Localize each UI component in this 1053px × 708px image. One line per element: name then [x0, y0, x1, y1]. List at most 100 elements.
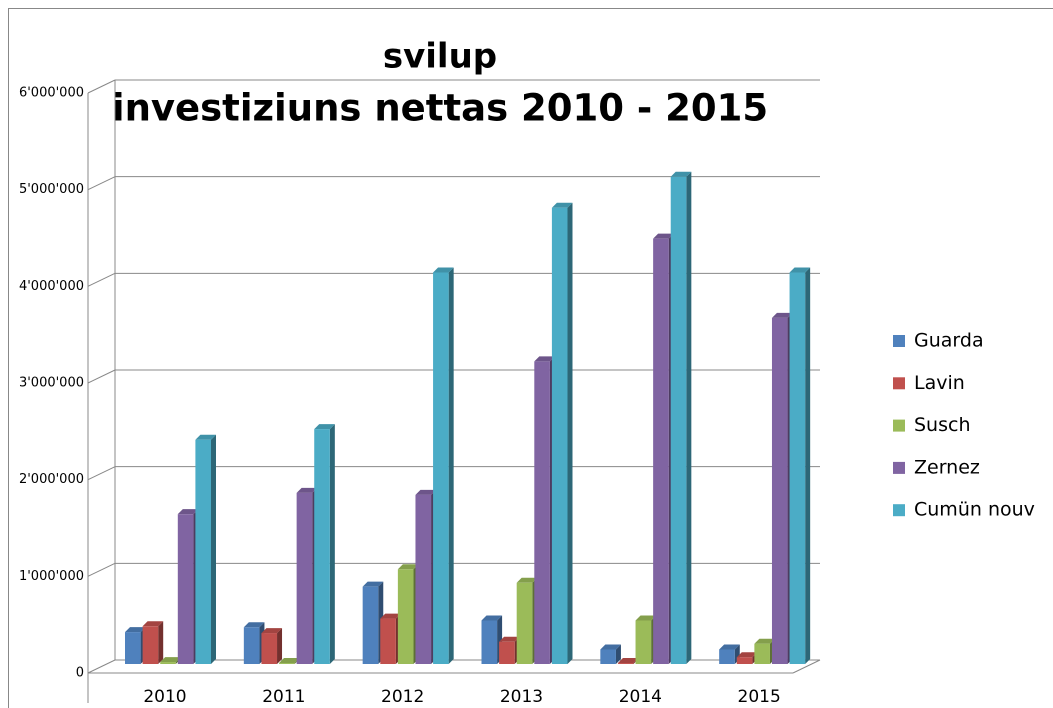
bar-front [380, 618, 396, 664]
bar-top [296, 487, 318, 493]
bar-front [635, 620, 652, 664]
bar-front [296, 492, 313, 664]
bar-side [567, 202, 573, 664]
bar-top [789, 267, 811, 273]
bar-side [805, 267, 811, 664]
bar-front [736, 657, 753, 664]
bar [195, 434, 216, 664]
legend-swatch [893, 504, 905, 517]
bar-front [195, 439, 211, 664]
bar-top [261, 628, 283, 634]
bar-top [433, 267, 454, 273]
bar-side [211, 434, 216, 664]
bar-front [160, 662, 176, 664]
bar-top [736, 652, 758, 658]
legend-label: Zernez [914, 456, 980, 478]
bar-front [433, 272, 449, 664]
bar-top [397, 564, 419, 570]
bar-front [771, 317, 788, 664]
grid-line-side [87, 176, 116, 191]
bar [653, 233, 674, 664]
bar-front [397, 569, 414, 664]
bar-front [653, 238, 669, 664]
bar-side [329, 424, 335, 664]
bar-front [719, 649, 735, 664]
bar [433, 267, 454, 664]
bar-top [142, 621, 164, 627]
bar [125, 627, 146, 664]
bar-front [261, 633, 278, 664]
bar-front [243, 627, 260, 664]
bar-top [160, 657, 181, 663]
bar-top [600, 644, 621, 650]
bar [516, 577, 538, 664]
x-tick-label: 2013 [500, 687, 543, 707]
bar [314, 424, 335, 664]
bar [362, 581, 384, 664]
bar [243, 622, 265, 664]
grid-line-side [87, 79, 116, 94]
bar-front [314, 429, 330, 664]
bar [142, 621, 164, 664]
bar [279, 658, 300, 664]
bar-top [771, 312, 793, 318]
x-tick-label: 2012 [381, 687, 424, 707]
bar [600, 644, 621, 664]
bar [499, 636, 520, 664]
legend-swatch [893, 335, 905, 347]
bar [670, 171, 692, 665]
grid-line-side [87, 659, 116, 674]
y-tick-label: 3'000'000 [19, 376, 84, 391]
y-tick-label: 1'000'000 [19, 569, 84, 584]
bar [261, 628, 283, 664]
chart-frame [8, 8, 1053, 708]
bar-top [534, 356, 555, 362]
grid-line-side [87, 466, 116, 481]
bar-top [125, 627, 146, 633]
bar [551, 202, 573, 664]
legend-swatch [893, 377, 905, 390]
bar-front [177, 514, 194, 664]
bar-side [448, 267, 454, 664]
grid-line-side [87, 369, 116, 384]
legend-label: Lavin [914, 372, 965, 394]
bar-front [534, 361, 550, 664]
bar-top [177, 509, 199, 515]
bar-side [277, 628, 283, 664]
bar-top [279, 658, 300, 664]
bar-top [362, 581, 384, 587]
floor-edge [792, 659, 821, 674]
legend-label: Cumün nouv [914, 499, 1035, 521]
bar-front [415, 494, 432, 664]
bar [160, 657, 181, 664]
bar-front [142, 626, 159, 664]
bar [635, 615, 657, 664]
legend-swatch [893, 461, 905, 474]
bar [397, 564, 419, 664]
legend-label: Susch [914, 414, 971, 436]
bar-top [499, 636, 520, 642]
x-tick-label: 2014 [619, 687, 662, 707]
bar-front [754, 643, 770, 664]
chart-subtitle: investiziuns nettas 2010 - 2015 [112, 87, 768, 130]
bar-top [670, 171, 692, 177]
y-tick-label: 6'000'000 [19, 86, 84, 101]
bar-top [635, 615, 657, 621]
bar-top [415, 489, 437, 495]
bar-top [719, 644, 740, 650]
bar-side [686, 171, 692, 665]
y-tick-label: 5'000'000 [19, 182, 84, 197]
x-tick-label: 2015 [738, 687, 781, 707]
bar-top [481, 615, 503, 621]
bar-top [243, 622, 265, 628]
bar-top [516, 577, 538, 583]
grid-line-side [87, 562, 116, 577]
bar-top [195, 434, 216, 440]
bar [719, 644, 740, 664]
bar-front [125, 632, 141, 664]
bar [415, 489, 437, 664]
bar [177, 509, 199, 664]
bar [534, 356, 555, 664]
bar-front [481, 620, 498, 664]
bar [771, 312, 793, 664]
